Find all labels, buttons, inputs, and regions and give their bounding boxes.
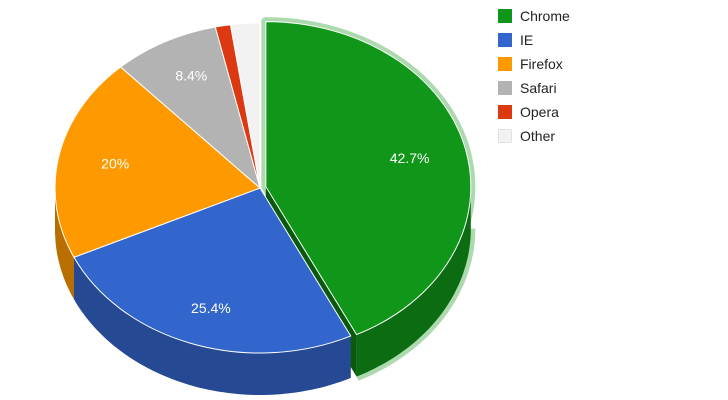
pie-slice-firefox[interactable]	[54, 66, 261, 258]
legend-label-other: Other	[520, 128, 556, 144]
legend-item-firefox[interactable]: Firefox	[498, 52, 570, 76]
legend-label-ie: IE	[520, 32, 534, 48]
legend-item-ie[interactable]: IE	[498, 28, 570, 52]
legend-item-opera[interactable]: Opera	[498, 100, 570, 124]
pie-slice-chrome[interactable]	[265, 21, 472, 336]
legend-swatch-other	[498, 129, 512, 143]
legend-swatch-safari	[498, 81, 512, 95]
slice-label-firefox: 20%	[101, 155, 129, 171]
slice-label-chrome: 42.7%	[390, 150, 430, 166]
legend-item-chrome[interactable]: Chrome	[498, 4, 570, 28]
legend-label-chrome: Chrome	[520, 8, 570, 24]
legend: Chrome IE Firefox Safari Opera Other	[498, 4, 570, 148]
legend-swatch-chrome	[498, 9, 512, 23]
legend-label-opera: Opera	[520, 104, 559, 120]
pie-side-ie	[74, 257, 351, 395]
pie-slice-other[interactable]	[229, 22, 261, 189]
legend-swatch-opera	[498, 105, 512, 119]
pie-slice-safari[interactable]	[119, 26, 261, 190]
pie-slice-ie[interactable]	[73, 187, 352, 354]
pie-side-firefox	[55, 188, 74, 300]
legend-item-other[interactable]: Other	[498, 124, 570, 148]
slice-label-safari: 8.4%	[175, 68, 207, 84]
legend-label-firefox: Firefox	[520, 56, 563, 72]
legend-swatch-firefox	[498, 57, 512, 71]
legend-swatch-ie	[498, 33, 512, 47]
slice-label-ie: 25.4%	[191, 300, 231, 316]
pie-side-chrome	[356, 186, 471, 377]
legend-item-safari[interactable]: Safari	[498, 76, 570, 100]
legend-label-safari: Safari	[520, 80, 557, 96]
